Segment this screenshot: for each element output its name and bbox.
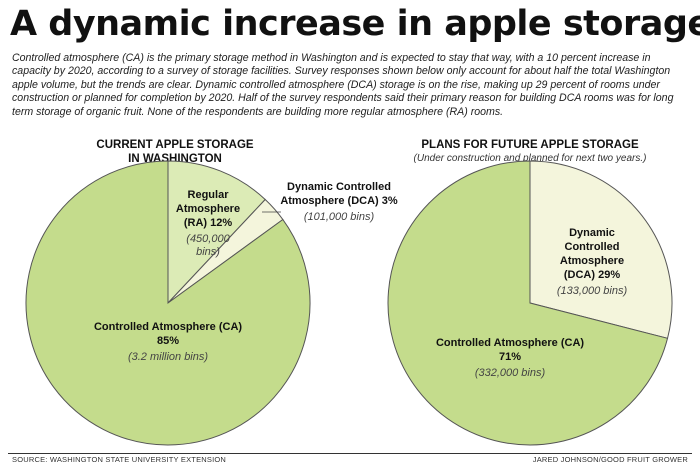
intro-line: term storage of organic fruit. None of t… bbox=[12, 105, 504, 118]
intro-line: capacity by 2020, according to a survey … bbox=[12, 65, 671, 78]
pie-slice-dca bbox=[529, 160, 673, 339]
slice-label-ca: Controlled Atmosphere (CA) 85% (3.2 millio… bbox=[94, 321, 242, 363]
footer-rule bbox=[8, 453, 692, 454]
source-credit: SOURCE: WASHINGTON STATE UNIVERSITY EXTE… bbox=[12, 455, 227, 464]
intro-text: Controlled atmosphere (CA) is the primar… bbox=[12, 52, 688, 119]
pie-slice-ra bbox=[167, 160, 266, 305]
pie-slice-ca bbox=[25, 160, 311, 446]
chart-title-current: CURRENT APPLE STORAGE IN WASHINGTON bbox=[60, 138, 290, 166]
pie-current: Regular Atmosphere (RA) 12% (450,000 bins) Dy… bbox=[25, 160, 398, 446]
slice-label-dca: Dynamic Controlled Atmosphere (DCA) 3% (10… bbox=[280, 181, 398, 223]
headline: A dynamic increase in apple storage bbox=[10, 4, 700, 44]
intro-line: construction or planned for completion b… bbox=[12, 92, 674, 105]
pie-future: Dynamic Controlled Atmosphere (DCA) 29% (133… bbox=[387, 160, 673, 446]
pie-slice-ca bbox=[387, 160, 669, 446]
chart-title-line: CURRENT APPLE STORAGE bbox=[96, 139, 254, 151]
slice-label-dca: Dynamic Controlled Atmosphere (DCA) 29% (133… bbox=[557, 227, 628, 297]
chart-subtitle-future: (Under construction and planned for next… bbox=[413, 153, 647, 164]
photo-credit: JARED JOHNSON/GOOD FRUIT GROWER bbox=[532, 455, 688, 464]
intro-line: Controlled atmosphere (CA) is the primar… bbox=[12, 52, 651, 64]
slice-label-ca: Controlled Atmosphere (CA) 71% (332,000 bi… bbox=[436, 337, 584, 379]
chart-title-future: PLANS FOR FUTURE APPLE STORAGE bbox=[410, 138, 650, 152]
slice-label-ra: Regular Atmosphere (RA) 12% (450,000 bins) bbox=[176, 189, 240, 258]
intro-line: apple volume, but the trends are clear. … bbox=[12, 78, 660, 91]
chart-title-line: PLANS FOR FUTURE APPLE STORAGE bbox=[421, 139, 639, 151]
